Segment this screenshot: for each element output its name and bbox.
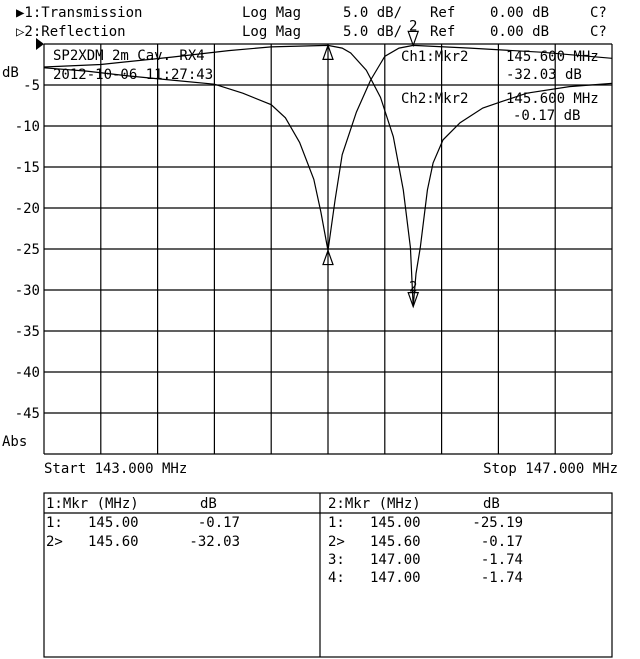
trace-2 (43, 44, 613, 251)
table2-header-db: dB (483, 496, 500, 512)
table1-header-mkr: 1:Mkr (MHz) (46, 496, 139, 512)
plot-title: SP2XDM 2m Cav. RX4 (53, 48, 205, 64)
row-id: 2> (46, 534, 63, 550)
y-tick-label: -10 (15, 119, 40, 135)
marker-number: 2 (409, 18, 417, 34)
ch1-ref-label: Ref (430, 5, 455, 21)
ch2-marker-freq: 145.600 MHz (506, 91, 599, 107)
row-freq: 145.00 (370, 515, 421, 531)
ch2-ref-label: Ref (430, 24, 455, 40)
row-db: -32.03 (189, 534, 240, 550)
row-id: 1: (46, 515, 63, 531)
y-tick-label: -5 (23, 78, 40, 94)
y-tick-label: -45 (15, 406, 40, 422)
table1-header-db: dB (200, 496, 217, 512)
trace-1 (43, 44, 613, 307)
row-freq: 147.00 (370, 570, 421, 586)
y-tick-label: -20 (15, 201, 40, 217)
row-id: 2> (328, 534, 345, 550)
row-freq: 145.00 (88, 515, 139, 531)
ch1-ref-value: 0.00 dB (490, 5, 549, 21)
ch1-label[interactable]: ▶1:Transmission (16, 5, 142, 21)
ch1-cal-status: C? (590, 5, 607, 21)
marker-2-ch1-icon (407, 292, 420, 309)
table1-row: 1: 145.00 -0.17 (46, 515, 240, 531)
y-tick-label: -25 (15, 242, 40, 258)
ch2-ref-value: 0.00 dB (490, 24, 549, 40)
ch1-marker-value: -32.03 dB (506, 67, 582, 83)
marker-tables: 1:Mkr (MHz) dB 2:Mkr (MHz) dB 1: 145.00 … (43, 492, 613, 658)
row-db: -0.17 (481, 534, 523, 550)
row-id: 1: (328, 515, 345, 531)
table2-header-mkr: 2:Mkr (MHz) (328, 496, 421, 512)
y-tick-label: -30 (15, 283, 40, 299)
row-freq: 145.60 (88, 534, 139, 550)
ch2-marker-label: Ch2:Mkr2 (401, 91, 468, 107)
marker-2-ch2-icon (407, 30, 420, 48)
y-axis-label: dB (2, 65, 19, 81)
y-tick-label: -40 (15, 365, 40, 381)
row-id: 4: (328, 570, 345, 586)
stop-frequency: Stop 147.000 MHz (483, 461, 618, 477)
ch2-marker-value: -0.17 dB (513, 108, 580, 124)
marker-table-frame (43, 492, 613, 658)
y-tick-label: -15 (15, 160, 40, 176)
table2-row: 3: 147.00 -1.74 (328, 552, 523, 568)
ch1-marker-label: Ch1:Mkr2 (401, 49, 468, 65)
row-id: 3: (328, 552, 345, 568)
marker-number: 2 (409, 280, 417, 296)
start-frequency: Start 143.000 MHz (44, 461, 187, 477)
ch1-scale: 5.0 dB/ (343, 5, 402, 21)
y-tick-label: -35 (15, 324, 40, 340)
ch1-marker-freq: 145.600 MHz (506, 49, 599, 65)
ch2-cal-status: C? (590, 24, 607, 40)
markers: 22 (322, 18, 420, 309)
ch2-format: Log Mag (242, 24, 301, 40)
row-db: -0.17 (198, 515, 240, 531)
traces (43, 44, 613, 307)
table1-row: 2> 145.60 -32.03 (46, 534, 240, 550)
table2-row: 2> 145.60 -0.17 (328, 534, 523, 550)
table2-row: 1: 145.00 -25.19 (328, 515, 523, 531)
row-freq: 145.60 (370, 534, 421, 550)
channel-header: ▶1:Transmission Log Mag 5.0 dB/ Ref 0.00… (16, 5, 607, 40)
ch2-label[interactable]: ▷2:Reflection (16, 24, 126, 40)
plot-datetime: 2012-10-06 11:27:43 (53, 67, 213, 83)
reference-position-icon (36, 38, 44, 50)
y-axis-mode-label: Abs (2, 434, 27, 450)
y-axis-ticks: -5 -10 -15 -20 -25 -30 -35 -40 -45 (15, 78, 40, 422)
table2-row: 4: 147.00 -1.74 (328, 570, 523, 586)
row-db: -1.74 (481, 552, 523, 568)
row-db: -25.19 (472, 515, 523, 531)
ch1-format: Log Mag (242, 5, 301, 21)
ch2-scale: 5.0 dB/ (343, 24, 402, 40)
row-freq: 147.00 (370, 552, 421, 568)
row-db: -1.74 (481, 570, 523, 586)
